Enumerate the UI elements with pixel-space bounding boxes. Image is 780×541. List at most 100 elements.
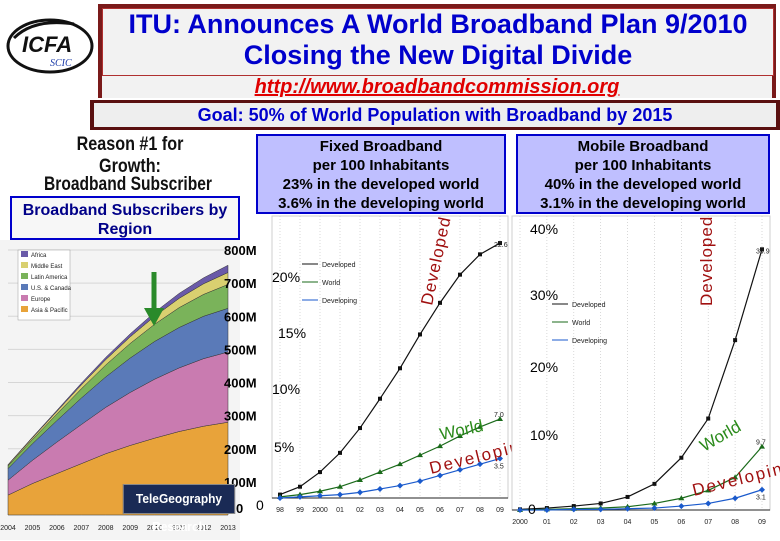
growth-arrow-head bbox=[144, 308, 164, 326]
mobile-point bbox=[679, 455, 684, 460]
area-legend-swatch bbox=[21, 284, 28, 290]
area-x-label: 2009 bbox=[122, 525, 138, 532]
area-x-label: 2007 bbox=[74, 525, 90, 532]
mobile-line1: Mobile Broadband bbox=[577, 138, 709, 155]
mobile-line-developing bbox=[520, 489, 763, 511]
mobile-y-label: 30% bbox=[530, 287, 558, 303]
fixed-x-label: 99 bbox=[296, 507, 304, 514]
area-legend-swatch bbox=[21, 306, 28, 312]
area-x-label: 2008 bbox=[98, 525, 114, 532]
fixed-legend-label: World bbox=[322, 280, 340, 287]
mobile-point bbox=[759, 443, 765, 449]
mobile-point bbox=[651, 500, 658, 506]
fixed-point bbox=[358, 426, 362, 431]
area-legend-swatch bbox=[21, 251, 28, 257]
mobile-y-label: 20% bbox=[530, 359, 558, 375]
fixed-broadband-box: Fixed Broadband per 100 Inhabitants 23% … bbox=[256, 134, 506, 214]
fixed-line4: 3.6% in the developing world bbox=[278, 195, 484, 212]
mobile-point bbox=[705, 500, 712, 507]
mobile-broadband-box: Mobile Broadband per 100 Inhabitants 40%… bbox=[516, 134, 770, 214]
fixed-point bbox=[417, 478, 423, 485]
fixed-x-label: 02 bbox=[356, 507, 364, 514]
area-legend-swatch bbox=[21, 262, 28, 268]
fixed-x-label: 98 bbox=[276, 507, 284, 514]
fixed-point bbox=[458, 272, 462, 277]
area-y-label: 800M bbox=[224, 243, 257, 258]
area-y-label: 700M bbox=[224, 276, 257, 291]
fixed-x-label: 08 bbox=[476, 507, 484, 514]
fixed-line1: Fixed Broadband bbox=[319, 138, 443, 155]
fixed-line2: per 100 Inhabitants bbox=[312, 157, 450, 174]
fixed-point bbox=[398, 366, 402, 371]
fixed-x-label: 09 bbox=[496, 507, 504, 514]
fixed-y-label: 0 bbox=[256, 497, 264, 513]
fixed-point bbox=[317, 492, 323, 499]
area-legend-swatch bbox=[21, 295, 28, 301]
fixed-point bbox=[317, 488, 323, 494]
fixed-x-label: 03 bbox=[376, 507, 384, 514]
broadband-commission-link[interactable]: http://www.broadbandcommission.org bbox=[102, 76, 772, 98]
reason-heading: Reason #1 for Growth: bbox=[76, 134, 184, 177]
area-y-label: 0 bbox=[236, 501, 243, 516]
mobile-x-label: 2000 bbox=[512, 519, 528, 526]
area-legend-label: Middle East bbox=[31, 264, 63, 270]
mobile-end-label: 9.7 bbox=[756, 440, 766, 447]
fixed-point bbox=[457, 432, 463, 438]
mobile-x-label: 05 bbox=[651, 519, 659, 526]
mobile-x-label: 04 bbox=[624, 519, 632, 526]
mobile-x-label: 01 bbox=[543, 519, 551, 526]
region-title: Broadband Subscribers by Region bbox=[10, 196, 240, 240]
fixed-end-label: 3.5 bbox=[494, 464, 504, 471]
fixed-point bbox=[438, 300, 442, 305]
mobile-point bbox=[624, 505, 631, 512]
fixed-point bbox=[418, 332, 422, 337]
mobile-point bbox=[625, 494, 630, 499]
logo-subtext: SCIC bbox=[50, 58, 72, 69]
fixed-x-label: 05 bbox=[416, 507, 424, 514]
fixed-y-label: 10% bbox=[272, 381, 300, 397]
mobile-end-label: 39.9 bbox=[756, 248, 770, 255]
mobile-legend-label: World bbox=[572, 320, 590, 327]
fixed-x-label: 06 bbox=[436, 507, 444, 514]
fixed-end-label: 7.0 bbox=[494, 412, 504, 419]
fixed-x-label: 04 bbox=[396, 507, 404, 514]
fixed-point bbox=[297, 493, 303, 500]
mobile-point bbox=[760, 247, 764, 252]
fixed-legend-label: Developing bbox=[322, 298, 357, 305]
fixed-point bbox=[437, 472, 443, 479]
area-legend-swatch bbox=[21, 273, 28, 279]
area-x-label: 2006 bbox=[49, 525, 65, 532]
fixed-point bbox=[337, 483, 343, 489]
area-y-label: 600M bbox=[224, 309, 257, 324]
telegeography-badge: TeleGeography Research bbox=[122, 484, 236, 534]
mobile-point bbox=[651, 505, 658, 512]
mobile-x-label: 03 bbox=[597, 519, 605, 526]
fixed-point bbox=[298, 484, 302, 489]
mobile-point bbox=[732, 495, 739, 502]
fixed-point bbox=[497, 416, 503, 422]
area-legend-label: Africa bbox=[31, 253, 47, 259]
fixed-point bbox=[377, 469, 383, 475]
area-x-label: 2005 bbox=[25, 525, 41, 532]
mobile-point bbox=[517, 507, 523, 513]
icfa-logo: ICFA SCIC bbox=[6, 18, 94, 74]
logo-text: ICFA bbox=[22, 32, 72, 57]
slide-title-line2: Closing the New Digital Divide bbox=[243, 40, 633, 70]
fixed-point bbox=[477, 461, 483, 468]
mobile-point bbox=[733, 338, 738, 343]
mobile-point bbox=[597, 506, 604, 513]
fixed-y-label: 5% bbox=[274, 439, 294, 455]
fixed-point bbox=[417, 452, 423, 458]
mobile-y-label: 40% bbox=[530, 221, 558, 237]
fixed-y-label: 15% bbox=[278, 325, 306, 341]
mobile-line4: 3.1% in the developing world bbox=[540, 195, 746, 212]
fixed-legend-label: Developed bbox=[322, 262, 356, 269]
fixed-line3: 23% in the developed world bbox=[282, 176, 480, 193]
area-legend-label: Latin America bbox=[31, 275, 68, 281]
area-legend-label: U.S. & Canada bbox=[31, 286, 72, 292]
area-x-label: 2013 bbox=[220, 525, 236, 532]
fixed-end-label: 22.6 bbox=[494, 242, 508, 249]
fixed-line-world bbox=[279, 418, 501, 498]
area-x-label: 2004 bbox=[0, 525, 16, 532]
